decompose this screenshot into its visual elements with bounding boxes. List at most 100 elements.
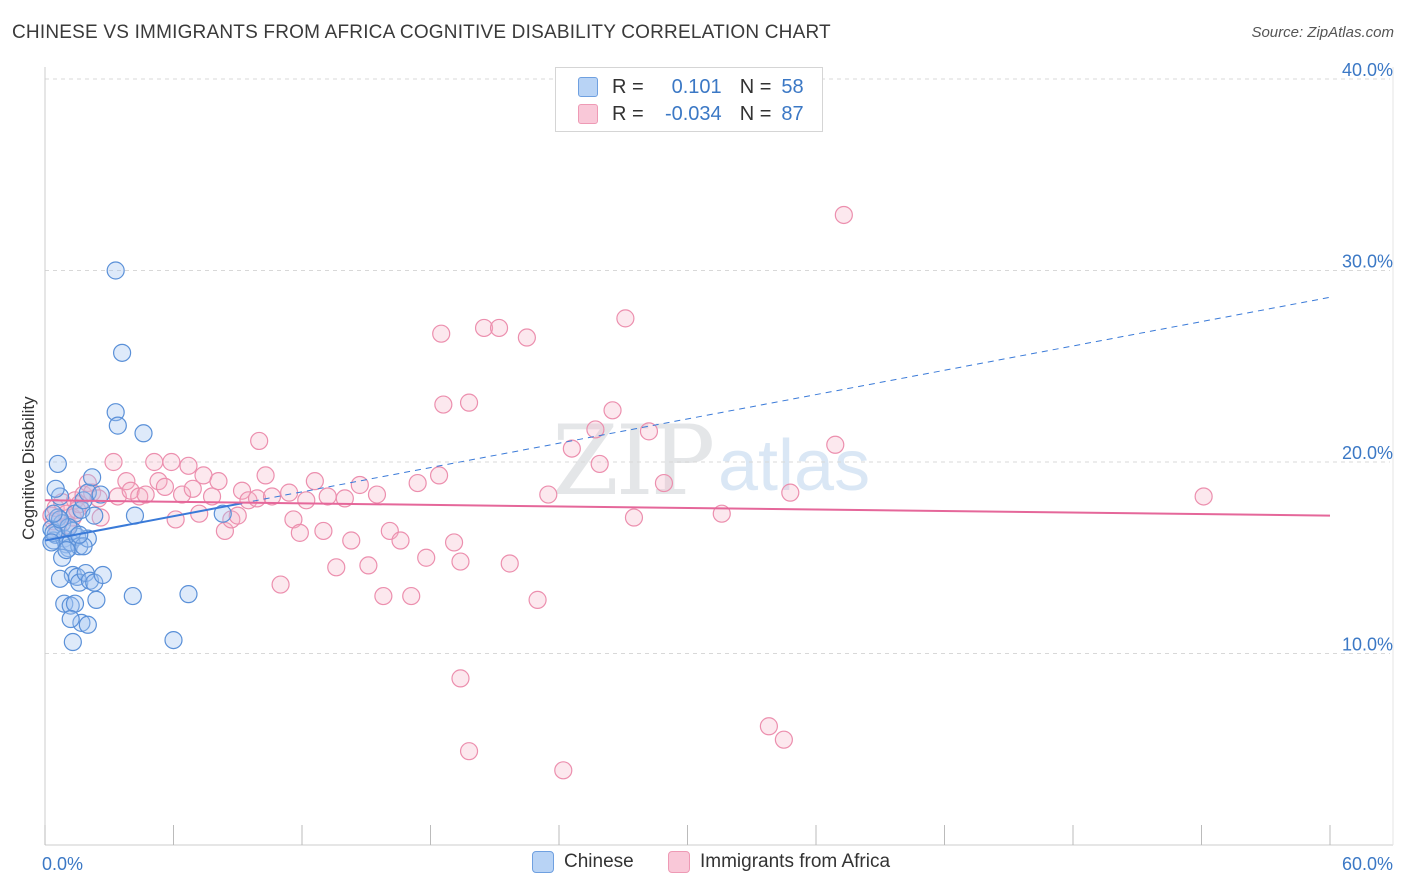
chart-title: CHINESE VS IMMIGRANTS FROM AFRICA COGNIT… <box>12 22 831 43</box>
africa-point <box>350 475 369 495</box>
africa-point <box>342 531 361 550</box>
africa-point <box>528 590 547 609</box>
africa-point <box>271 575 290 594</box>
africa-point <box>759 717 778 736</box>
legend-n-value: 58 <box>781 75 804 98</box>
africa-point <box>359 556 378 575</box>
africa-point <box>247 489 267 508</box>
chinese-point <box>44 504 63 523</box>
africa-point <box>335 489 354 508</box>
chinese-point <box>91 485 110 504</box>
africa-point <box>183 479 202 498</box>
chinese-point <box>61 609 80 629</box>
africa-point <box>429 466 449 485</box>
legend-r-label: R = <box>612 102 644 125</box>
africa-point <box>1194 487 1213 506</box>
correlation-legend: R = 0.101 N = 58 R = -0.034 N = 87 <box>555 67 823 132</box>
africa-point <box>145 452 164 472</box>
africa-point <box>603 401 622 420</box>
africa-point <box>228 506 247 525</box>
africa-point <box>517 328 536 347</box>
africa-point <box>590 454 609 474</box>
africa-point <box>654 473 674 493</box>
africa-point <box>624 508 644 527</box>
africa-point <box>374 586 393 606</box>
africa-point <box>402 586 421 606</box>
chinese-point <box>57 540 76 560</box>
chinese-point <box>112 343 132 362</box>
africa-point <box>136 485 155 504</box>
africa-point <box>489 318 509 338</box>
africa-point <box>391 531 410 550</box>
legend-swatch-africa <box>668 851 690 873</box>
chinese-point <box>63 632 82 652</box>
africa-point <box>232 481 252 500</box>
chinese-point <box>46 479 65 498</box>
africa-point <box>318 487 337 506</box>
chinese-point <box>87 590 106 609</box>
legend-item-africa[interactable]: Immigrants from Africa <box>668 851 890 873</box>
africa-point <box>290 523 309 542</box>
y-tick-label: 30.0% <box>1342 252 1393 272</box>
y-tick-label: 10.0% <box>1342 635 1393 655</box>
chinese-point <box>123 586 142 606</box>
africa-point <box>616 309 635 328</box>
africa-point <box>91 508 110 527</box>
legend-n-label: N = <box>739 75 772 98</box>
africa-point <box>262 487 282 506</box>
watermark-atlas: atlas <box>718 426 871 506</box>
africa-point <box>474 318 494 338</box>
africa-point <box>327 558 346 577</box>
legend-swatch-chinese <box>578 77 598 97</box>
africa-point <box>444 533 464 552</box>
y-tick-label: 40.0% <box>1342 60 1393 80</box>
x-tick-label-min: 0.0% <box>42 854 83 874</box>
africa-point <box>155 477 175 496</box>
africa-point <box>562 439 581 458</box>
africa-point <box>297 491 316 510</box>
africa-point <box>417 548 436 567</box>
africa-point <box>117 472 136 491</box>
chinese-point <box>65 594 85 613</box>
africa-point <box>162 452 181 472</box>
africa-point <box>554 761 573 780</box>
africa-point <box>781 483 800 502</box>
africa-point <box>539 485 558 504</box>
legend-row-chinese: R = 0.101 N = 58 <box>578 74 804 100</box>
africa-point <box>179 456 198 475</box>
africa-point <box>209 472 228 491</box>
chinese-point <box>55 594 74 613</box>
legend-r-value: 0.101 <box>671 75 722 98</box>
africa-point <box>500 554 519 573</box>
africa-point <box>305 472 324 491</box>
legend-item-chinese[interactable]: Chinese <box>532 851 634 873</box>
chinese-point <box>74 537 93 556</box>
chinese-trend-extension <box>241 296 1331 504</box>
africa-point <box>166 510 185 529</box>
points-layer <box>42 205 1213 780</box>
africa-point <box>104 452 123 472</box>
chinese-point <box>50 569 70 588</box>
africa-point <box>459 742 479 761</box>
africa-point <box>280 483 299 502</box>
africa-point <box>314 521 333 541</box>
trend-layer <box>44 296 1331 542</box>
chinese-point <box>42 533 61 552</box>
africa-point <box>432 324 451 343</box>
chinese-point <box>72 613 91 632</box>
chinese-point <box>78 615 97 634</box>
chinese-point <box>85 506 104 525</box>
chinese-point <box>134 424 153 443</box>
tick-label-layer: 10.0% 20.0% 30.0% 40.0% 0.0% 60.0% <box>42 60 1393 874</box>
x-tick-label-max: 60.0% <box>1342 854 1393 874</box>
legend-r-value: -0.034 <box>664 102 722 125</box>
africa-point <box>459 393 479 412</box>
legend-row-africa: R = -0.034 N = 87 <box>578 101 804 127</box>
africa-point <box>408 473 427 493</box>
legend-r-label: R = <box>612 75 644 98</box>
chinese-point <box>164 630 183 650</box>
axis-layer <box>44 67 1394 846</box>
africa-point <box>172 485 192 504</box>
africa-point <box>774 730 793 749</box>
